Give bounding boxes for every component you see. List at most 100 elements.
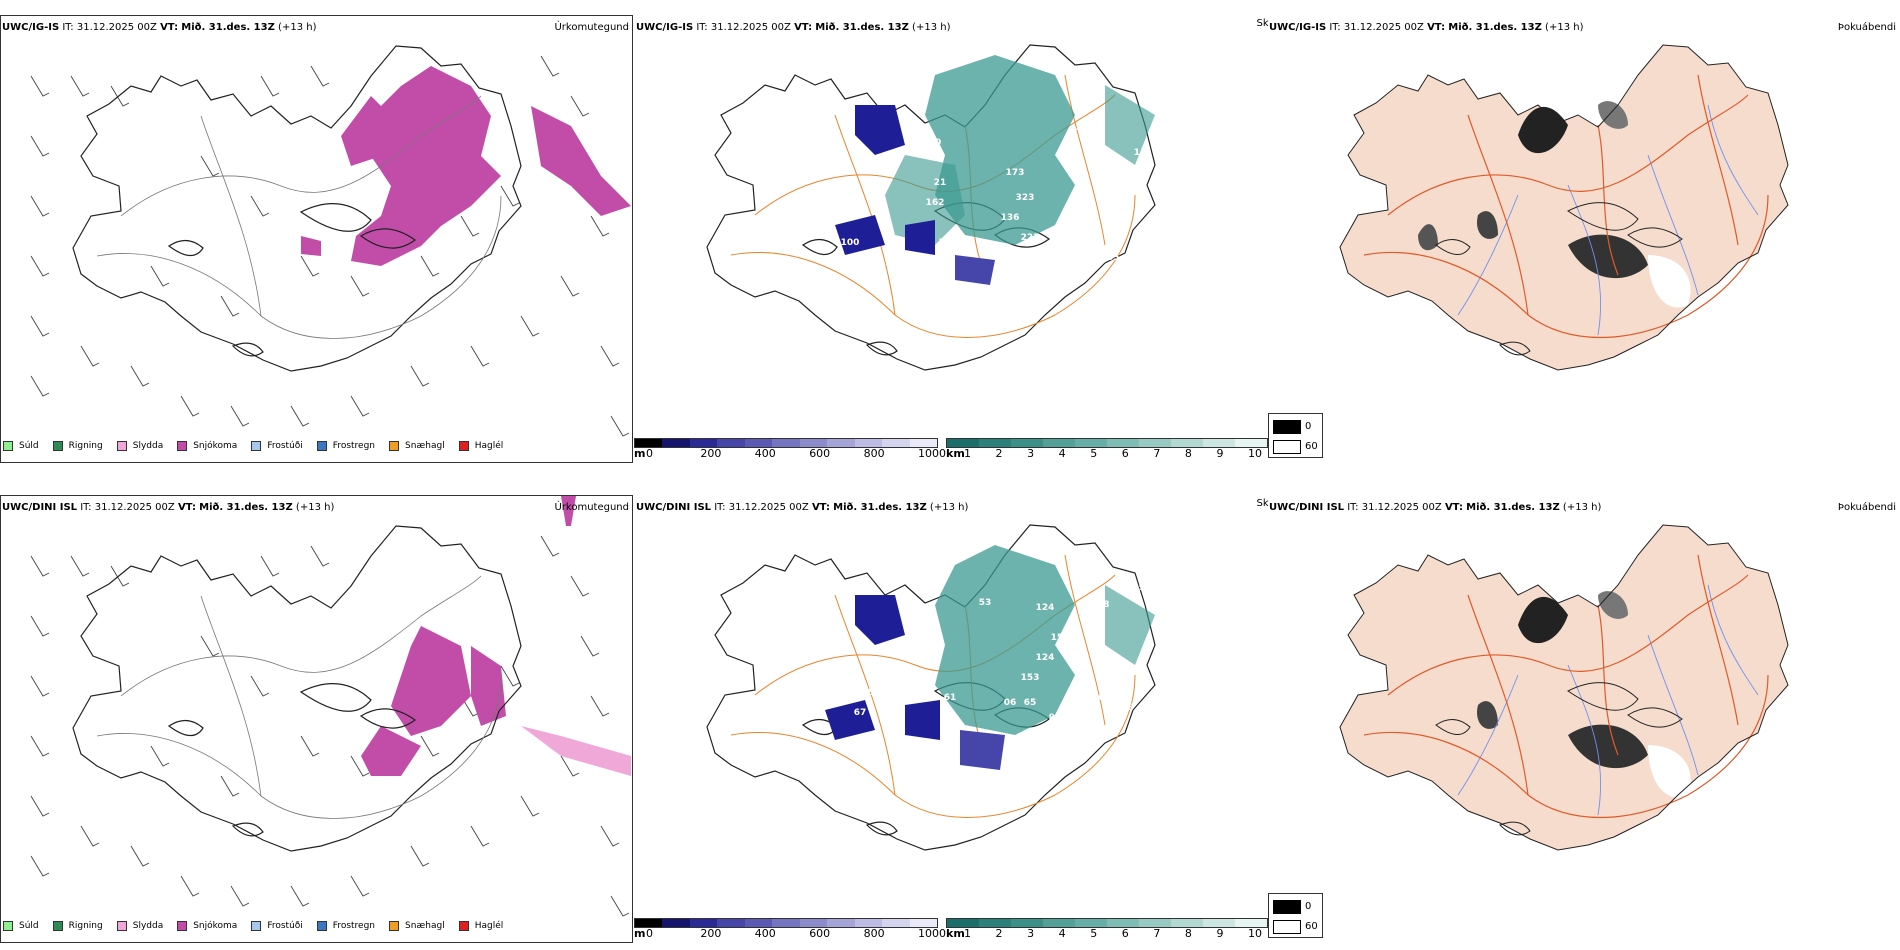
visibility-value-label: 301 [1071,713,1090,723]
fog-value: 60 [1305,441,1318,452]
legend-label: Slydda [132,921,164,931]
scale-cell [689,919,718,927]
scale-tick: 9 [1216,927,1224,940]
scale-unit: km [946,447,965,460]
scale-tick: 9 [1216,447,1224,460]
model-name: UWC/DINI ISL [1269,502,1345,513]
scale-cell [1011,919,1043,927]
scale-tick: 600 [809,927,831,940]
scale-tick: 6 [1121,927,1129,940]
legend-item: Snjókoma [177,441,237,451]
scale-tick: 6 [1121,447,1129,460]
scale-cell [717,919,745,927]
visibility-value-label: 173 [1006,168,1025,178]
valid-label: VT: [1444,502,1463,513]
scale-cell [662,919,690,927]
visibility-value-label: 842 [1086,728,1105,738]
panel-header-dini-1: UWC/DINI ISL IT: 31.12.2025 00Z VT: Mið.… [2,502,334,513]
scale-tick: 10 [1248,447,1262,460]
visibility-value-label: 40 [1084,548,1097,558]
scale-cell [1075,919,1107,927]
legend-swatch [52,441,63,451]
scale-tick: 3 [1027,447,1035,460]
scale-cell [947,919,979,927]
scale-tick: 0 [646,447,653,460]
scale-cell [1203,439,1235,447]
legend-label: Haglél [474,921,504,931]
panel-header-dini-2: UWC/DINI ISL IT: 31.12.2025 00Z VT: Mið.… [636,502,968,513]
scale-cell [772,439,800,447]
scale-cell [979,439,1011,447]
legend-swatch [316,441,327,451]
lead-time: (+13 h) [1562,502,1602,513]
fog-panel-dini [1268,495,1900,943]
scale-tick: 10 [1248,927,1262,940]
valid-value: Mið. 31.des. 13Z [1466,502,1560,513]
model-name: UWC/IG-IS [636,22,694,33]
scale-tick: 2 [995,447,1003,460]
visibility-value-label: 496 [1056,278,1075,288]
panel-header-dini-3: UWC/DINI ISL IT: 31.12.2025 00Z VT: Mið.… [1269,502,1601,513]
init-label: IT: [1347,502,1359,513]
scale-bar [946,438,1268,448]
scale-cell [772,919,800,927]
scale-cell [909,439,937,447]
init-label: IT: [714,502,726,513]
scale-unit: m [634,927,646,940]
scale-tick: 0 [646,927,653,940]
legend-label: Slydda [132,441,164,451]
scale-cell [1235,439,1267,447]
valid-value: Mið. 31.des. 13Z [199,502,293,513]
scale-cell [854,439,883,447]
visibility-value-label: 53 [979,598,992,608]
visibility-value-label: 323 [1016,193,1035,203]
scale-tick: 200 [700,927,722,940]
scale-cell [1043,919,1075,927]
fog-swatch [1273,900,1301,914]
legend-swatch [316,921,327,931]
scale-tick: 4 [1058,447,1066,460]
precip-type-panel-dini: Súld Rigning Slydda Snjókoma Frostúði Frostre… [0,495,633,943]
scale-tick: 3 [1027,927,1035,940]
legend-swatch [389,441,400,451]
visibility-value-label: 589 [1116,703,1135,713]
fog-map-dini [1268,495,1900,943]
precip-legend: Súld Rigning Slydda Snjókoma Frostúði Frostre… [3,917,517,935]
visibility-value-label: 124 [1036,603,1055,613]
model-name: UWC/IG-IS [1269,22,1327,33]
legend-item: Rigning [52,441,103,451]
legend-swatch [177,921,188,931]
scale-cell [1011,439,1043,447]
scale-cell [827,919,855,927]
scale-tick: 200 [700,447,722,460]
scale-tick: 2 [995,927,1003,940]
legend-swatch [3,441,13,451]
precip-type-map-ig [30,16,631,437]
visibility-value-label: 01 [999,253,1012,263]
legend-item: Frostregn [316,441,375,451]
init-value: 31.12.2025 00Z [76,22,157,33]
valid-value: Mið. 31.des. 13Z [181,22,275,33]
fog-legend-1: 0 60 [1268,413,1323,458]
init-label: IT: [696,22,708,33]
legend-item: Haglél [458,921,504,931]
visibility-value-label: 06 [1004,698,1017,708]
fog-legend-2: 0 60 [1268,893,1323,938]
legend-swatch [116,441,127,451]
legend-label: Frostúði [267,441,303,451]
visibility-value-label: 65 [1024,698,1037,708]
visibility-labels-dini: 40 779 96 328 112 2 53 124 150 124 153 06 65 91 256 301… [854,548,1185,738]
legend-label: Rigning [68,441,103,451]
scale-cell [882,919,910,927]
valid-value: Mið. 31.des. 13Z [1448,22,1542,33]
legend-label: Haglél [474,441,504,451]
visibility-value-label: 312 [1076,258,1095,268]
legend-item: Snæhagl [389,921,445,931]
legend-label: Frostregn [332,921,376,931]
legend-swatch [3,921,13,931]
scale-cell [799,919,828,927]
scale-tick: 8 [1184,447,1192,460]
scale-tick: 5 [1090,447,1098,460]
scale-tick: 1000 [918,447,946,460]
visibility-value-label: 256 [1086,693,1105,703]
